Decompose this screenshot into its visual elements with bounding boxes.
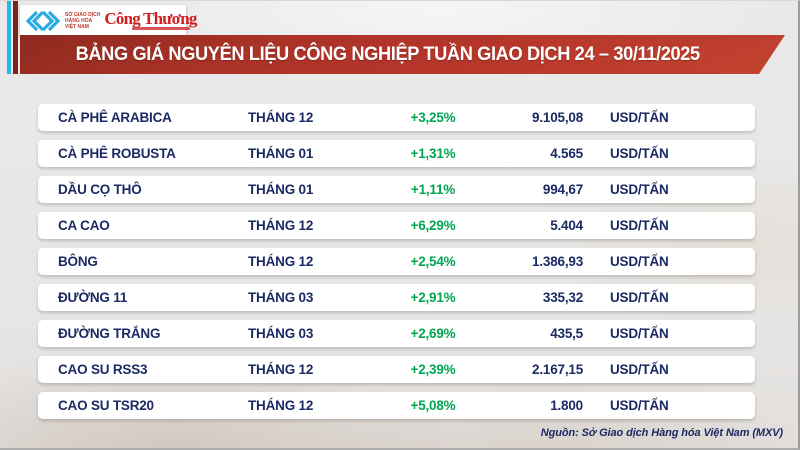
weekly-change: +2,69% [410, 326, 456, 341]
price-unit: USD/TẤN [610, 362, 669, 377]
commodity-name: ĐƯỜNG 11 [58, 290, 128, 305]
weekly-change: +2,91% [410, 290, 456, 305]
mxv-logo-line2: HÀNG HÓA [65, 17, 93, 24]
commodity-name: CÀ PHÊ ROBUSTA [58, 146, 176, 161]
weekly-change: +6,29% [410, 218, 456, 233]
contract-month: THÁNG 03 [248, 326, 314, 341]
mxv-chevrons-icon [25, 10, 61, 31]
mxv-logo-line3: VIỆT NAM [65, 23, 89, 30]
contract-month: THÁNG 01 [248, 146, 314, 161]
title-banner: BẢNG GIÁ NGUYÊN LIỆU CÔNG NGHIỆP TUẦN GI… [20, 35, 785, 74]
price-value: 1.800 [550, 398, 583, 413]
weekly-change: +5,08% [410, 398, 456, 413]
price-unit: USD/TẤN [610, 398, 669, 413]
table-row: CÀ PHÊ ROBUSTA THÁNG 01 +1,31% 4.565 USD… [38, 140, 755, 167]
price-unit: USD/TẤN [610, 182, 669, 197]
table-row: CAO SU RSS3 THÁNG 12 +2,39% 2.167,15 USD… [38, 356, 755, 383]
left-cyan-stripe [7, 1, 11, 74]
price-value: 5.404 [550, 218, 583, 233]
contract-month: THÁNG 12 [248, 254, 314, 269]
price-unit: USD/TẤN [610, 326, 669, 341]
table-row: CÀ PHÊ ARABICA THÁNG 12 +3,25% 9.105,08 … [38, 104, 755, 131]
congthuong-logo: Công Thương [104, 9, 197, 30]
commodity-name: CAO SU TSR20 [58, 398, 154, 413]
contract-month: THÁNG 12 [248, 110, 314, 125]
price-unit: USD/TẤN [610, 218, 669, 233]
price-unit: USD/TẤN [610, 110, 669, 125]
weekly-change: +3,25% [410, 110, 456, 125]
weekly-change: +2,54% [410, 254, 456, 269]
price-unit: USD/TẤN [610, 146, 669, 161]
price-value: 9.105,08 [532, 110, 583, 125]
weekly-change: +2,39% [410, 362, 456, 377]
price-unit: USD/TẤN [610, 254, 669, 269]
price-value: 994,67 [542, 182, 583, 197]
price-value: 4.565 [550, 146, 583, 161]
congthuong-logo-text: Công Thương [104, 9, 197, 28]
price-value: 335,32 [542, 290, 583, 305]
mxv-logo-line1: SỞ GIAO DỊCH [65, 11, 101, 18]
contract-month: THÁNG 12 [248, 218, 314, 233]
header-logo-box: SỞ GIAO DỊCH HÀNG HÓA VIỆT NAM Công Thươ… [20, 5, 197, 36]
commodity-name: CA CAO [58, 218, 110, 233]
commodity-name: CÀ PHÊ ARABICA [58, 110, 172, 125]
price-value: 435,5 [550, 326, 583, 341]
table-row: DẦU CỌ THÔ THÁNG 01 +1,11% 994,67 USD/TẤ… [38, 176, 755, 203]
commodity-name: ĐƯỜNG TRẮNG [58, 326, 161, 341]
commodity-name: CAO SU RSS3 [58, 362, 148, 377]
commodity-price-table: CÀ PHÊ ARABICA THÁNG 12 +3,25% 9.105,08 … [38, 104, 755, 428]
congthuong-logo-underbar [132, 27, 191, 30]
source-note: Nguồn: Sở Giao dịch Hàng hóa Việt Nam (M… [540, 427, 783, 439]
weekly-change: +1,31% [410, 146, 456, 161]
table-row: ĐƯỜNG TRẮNG THÁNG 03 +2,69% 435,5 USD/TẤ… [38, 320, 755, 347]
table-row: CAO SU TSR20 THÁNG 12 +5,08% 1.800 USD/T… [38, 392, 755, 419]
commodity-name: BÔNG [58, 254, 98, 269]
commodity-name: DẦU CỌ THÔ [58, 182, 142, 197]
contract-month: THÁNG 12 [248, 398, 314, 413]
table-row: CA CAO THÁNG 12 +6,29% 5.404 USD/TẤN [38, 212, 755, 239]
table-row: ĐƯỜNG 11 THÁNG 03 +2,91% 335,32 USD/TẤN [38, 284, 755, 311]
mxv-logo-text: SỞ GIAO DỊCH HÀNG HÓA VIỆT NAM [65, 12, 100, 30]
price-unit: USD/TẤN [610, 290, 669, 305]
price-value: 2.167,15 [532, 362, 583, 377]
contract-month: THÁNG 01 [248, 182, 314, 197]
page-title: BẢNG GIÁ NGUYÊN LIỆU CÔNG NGHIỆP TUẦN GI… [76, 43, 701, 65]
left-darkred-stripe [13, 1, 18, 74]
weekly-change: +1,11% [410, 182, 456, 197]
table-row: BÔNG THÁNG 12 +2,54% 1.386,93 USD/TẤN [38, 248, 755, 275]
contract-month: THÁNG 03 [248, 290, 314, 305]
price-value: 1.386,93 [532, 254, 583, 269]
contract-month: THÁNG 12 [248, 362, 314, 377]
